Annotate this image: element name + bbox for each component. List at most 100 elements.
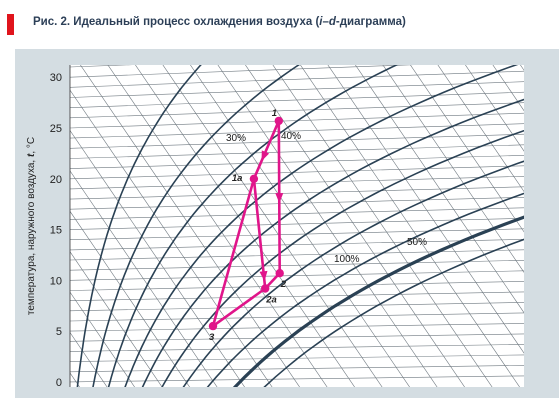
isenthalp-line <box>555 49 559 398</box>
y-tick-label: 25 <box>50 123 62 135</box>
isenthalp-line <box>465 65 524 152</box>
isenthalp-line <box>70 89 273 387</box>
isotherm-line <box>70 65 133 68</box>
isenthalp-line <box>217 65 438 387</box>
isenthalp-line <box>70 291 135 387</box>
isenthalp-line <box>410 65 524 233</box>
process-point-2a <box>261 284 270 293</box>
y-tick-label: 10 <box>50 275 62 287</box>
figure-title: Рис. 2. Идеальный процесс охлаждения воз… <box>33 16 406 28</box>
isenthalp-line <box>15 49 18 398</box>
arrow-1-to-2 <box>275 193 284 204</box>
isenthalp-line <box>382 65 524 273</box>
isenthalp-line <box>245 65 465 387</box>
process-line <box>252 119 281 181</box>
point-label-1: 1 <box>272 108 277 119</box>
isenthalp-line <box>437 65 524 193</box>
rh-label-50pct: 50% <box>407 237 427 248</box>
accent-bar <box>7 14 14 35</box>
process-point-1 <box>274 116 283 126</box>
isenthalp-line <box>70 210 190 387</box>
rh-curve <box>124 65 519 387</box>
isotherm-line <box>70 155 524 169</box>
point-label-2: 2 <box>280 279 287 290</box>
rh-curve <box>107 65 399 387</box>
process-point-3 <box>208 321 218 331</box>
isenthalp-line <box>80 65 300 387</box>
isotherm-line <box>70 260 524 271</box>
isotherm-line <box>70 49 524 57</box>
point-label-2a: 2a <box>265 295 277 306</box>
isenthalp-line <box>300 65 520 387</box>
isotherm-line <box>70 312 524 322</box>
isotherm-line <box>70 65 414 78</box>
isotherm-line <box>70 302 524 312</box>
y-tick-label: 0 <box>56 377 62 389</box>
y-axis-label-text: температура, наружного воздуха, <box>26 157 37 315</box>
rh-curve <box>92 65 301 387</box>
figure-header: Рис. 2. Идеальный процесс охлаждения воз… <box>0 0 559 42</box>
process-line <box>252 177 267 290</box>
isotherm-line <box>70 249 524 261</box>
isotherm-line <box>70 144 524 159</box>
isenthalp-line <box>135 65 355 387</box>
chart-panel: 30% 40% 50% 100% 0 5 10 15 20 25 30 температура, на… <box>15 49 559 398</box>
process-point-1a <box>249 174 259 183</box>
isenthalp-line <box>327 65 524 354</box>
isenthalp-line <box>190 65 410 387</box>
rh-curve <box>76 65 202 387</box>
point-label-1a: 1a <box>232 173 243 184</box>
isenthalp-line <box>272 65 493 387</box>
isotherm-line <box>70 102 524 119</box>
y-tick-label: 30 <box>50 72 62 84</box>
isotherm-line <box>70 228 524 240</box>
isenthalp-line <box>70 170 218 387</box>
rh-curve <box>263 238 524 387</box>
isotherm-line <box>70 344 524 352</box>
isenthalp-line <box>70 129 245 387</box>
rh-label-40pct: 40% <box>281 131 301 142</box>
rh-curve <box>161 129 524 387</box>
rh-curve <box>141 98 524 387</box>
rh-curve <box>232 215 524 387</box>
plot-area <box>70 65 524 387</box>
isotherm-line <box>70 239 524 251</box>
process-lines <box>211 119 284 328</box>
y-axis-label: температура, наружного воздуха, t, °C <box>26 137 37 315</box>
isotherm-line <box>70 291 524 301</box>
isotherm-line <box>70 165 524 180</box>
process-line <box>211 287 267 328</box>
isotherm-line <box>70 123 524 139</box>
arrow-1-to-1a <box>261 150 270 162</box>
y-axis-label-var: t <box>26 153 37 157</box>
isenthalp-line <box>15 49 73 398</box>
y-tick-label: 5 <box>56 326 62 338</box>
isotherm-line <box>70 186 524 200</box>
isenthalp-line <box>528 49 559 398</box>
arrow-1a-to-2a <box>259 270 268 282</box>
isotherm-line <box>70 81 524 98</box>
isotherm-line <box>70 270 524 281</box>
rh-curve <box>206 192 524 387</box>
isenthalp-line <box>70 331 108 387</box>
process-point-2 <box>275 269 284 278</box>
isotherm-line <box>70 197 524 210</box>
y-tick-label: 15 <box>50 225 62 237</box>
y-axis-label-unit: , °C <box>26 137 37 154</box>
isotherm-line <box>70 70 524 88</box>
rh-label-30pct: 30% <box>226 133 246 144</box>
rh-curve <box>182 160 524 387</box>
rh-label-100pct: 100% <box>334 254 360 265</box>
isotherm-line <box>70 323 524 332</box>
process-line <box>211 177 256 328</box>
plot-content <box>15 49 559 398</box>
y-tick-label: 20 <box>50 174 62 186</box>
isotherm-line <box>70 176 524 190</box>
isotherm-line <box>70 207 524 220</box>
isotherm-line <box>70 365 524 373</box>
isenthalp-line <box>492 65 524 112</box>
isenthalp-line <box>355 65 524 314</box>
point-label-3: 3 <box>209 332 215 343</box>
id-diagram-chart: 30% 40% 50% 100% 0 5 10 15 20 25 30 температура, на… <box>15 49 559 398</box>
